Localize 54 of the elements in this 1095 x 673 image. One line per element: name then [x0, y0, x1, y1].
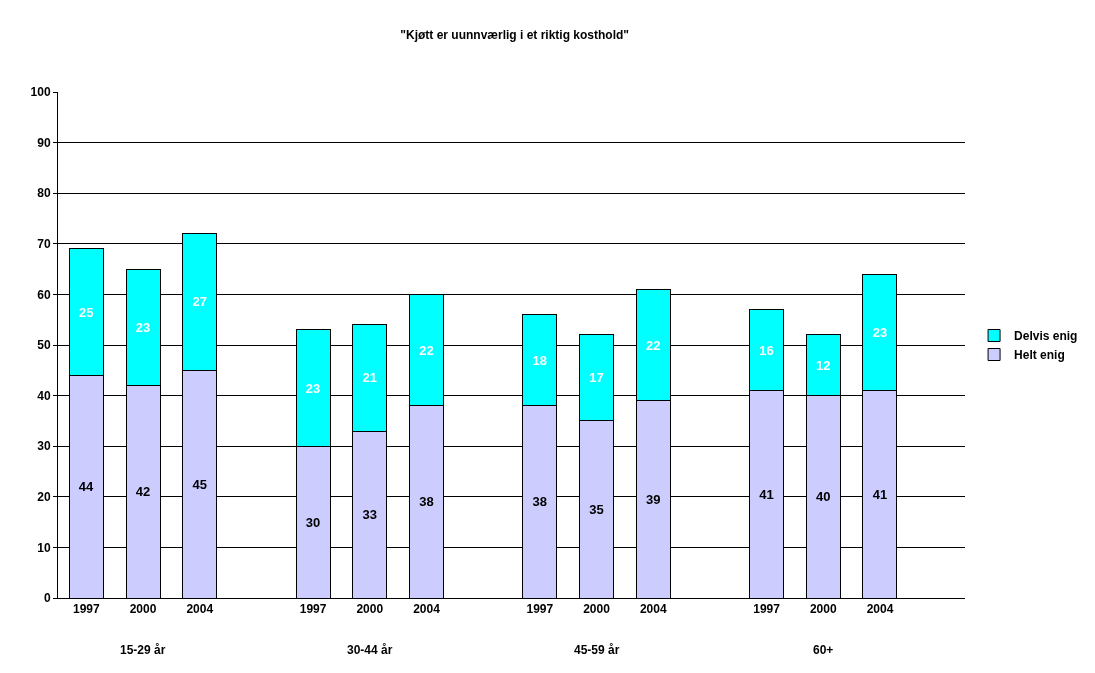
data-label: 22: [419, 342, 434, 358]
data-label: 25: [79, 304, 94, 320]
y-tick-label: 80: [37, 186, 51, 201]
data-label: 23: [872, 324, 888, 340]
data-label: 45: [192, 476, 207, 492]
x-tick-label: 2004: [639, 602, 667, 617]
text: 30-44 år: [347, 643, 393, 657]
y-tick-label: 60: [37, 287, 51, 302]
y-tick-label: 40: [37, 388, 51, 403]
text: 60+: [813, 643, 834, 657]
data-label: 33: [362, 507, 378, 523]
data-label: 17: [589, 370, 604, 386]
x-tick-label: 2000: [809, 602, 837, 617]
data-label: 39: [645, 491, 661, 507]
data-label: 27: [192, 294, 207, 310]
data-label: 38: [532, 494, 548, 510]
x-tick-label: 2000: [583, 602, 611, 617]
x-tick-label: 2004: [413, 602, 441, 617]
data-label: 35: [589, 501, 604, 517]
y-tick-label: 30: [37, 439, 51, 454]
data-label: 42: [135, 484, 151, 500]
x-tick-label: 1997: [299, 602, 327, 617]
y-tick-label: 20: [37, 490, 51, 504]
y-tick-label: 0: [43, 591, 51, 606]
x-tick-label: 2000: [129, 602, 157, 617]
data-label: 38: [419, 494, 434, 510]
x-tick-label: 1997: [526, 602, 554, 617]
x-tick-label: 2004: [866, 602, 894, 617]
y-tick-label: 100: [30, 85, 51, 100]
data-label: 23: [305, 380, 321, 396]
text: 15-29 år: [120, 643, 166, 657]
x-tick-label: 1997: [753, 602, 781, 617]
x-tick-label: 2004: [186, 602, 214, 617]
x-tick-label: 1997: [72, 602, 101, 617]
text: 45-59 år: [574, 643, 620, 657]
data-label: 21: [362, 370, 378, 386]
data-label: 41: [759, 486, 774, 502]
x-tick-label: 2000: [356, 602, 384, 617]
legend-label: Helt enig: [1014, 348, 1065, 363]
data-label: 22: [645, 337, 661, 353]
y-tick-label: 70: [37, 237, 51, 251]
data-label: 23: [135, 319, 151, 335]
data-label: 41: [872, 486, 888, 502]
data-label: 18: [532, 352, 548, 368]
data-label: 44: [78, 479, 94, 495]
data-label: 16: [759, 342, 774, 358]
y-tick-label: 10: [37, 540, 51, 555]
y-tick-label: 50: [37, 338, 51, 353]
data-label: 30: [305, 514, 321, 530]
y-tick-label: 90: [37, 135, 51, 150]
chart-title: "Kjøtt er uunnværlig i et riktig kosthold": [400, 27, 630, 42]
data-label: 12: [816, 357, 831, 373]
legend-label: Delvis enig: [1014, 329, 1078, 344]
data-label: 40: [816, 489, 831, 505]
